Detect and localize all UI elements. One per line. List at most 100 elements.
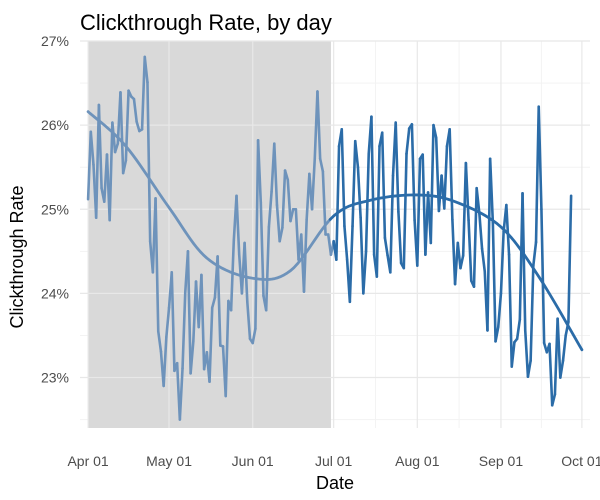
smoothed-trend-line: [86, 110, 332, 281]
daily-series-segment: [405, 127, 411, 156]
daily-series-segment: [397, 210, 403, 265]
y-tick-label: 25%: [41, 201, 69, 217]
daily-series-segment: [216, 255, 222, 347]
daily-series-segment: [165, 306, 171, 339]
daily-series-segment: [429, 123, 435, 245]
daily-series-segment: [135, 120, 141, 133]
daily-series-segment: [491, 221, 497, 343]
daily-series-segment: [472, 186, 478, 288]
daily-series-segment: [170, 271, 176, 373]
daily-series-segment: [143, 55, 149, 84]
y-tick-label: 27%: [41, 33, 69, 49]
daily-series-segment: [510, 340, 516, 368]
daily-series-segment: [532, 240, 538, 267]
daily-series-segment: [402, 152, 408, 270]
daily-series-segment: [540, 207, 546, 345]
x-tick-label: Oct 01: [561, 453, 600, 469]
daily-series-segment: [507, 253, 514, 368]
daily-series-segment: [389, 174, 395, 274]
daily-series-segment: [210, 296, 217, 309]
daily-series-segment: [243, 241, 249, 304]
major-gridlines: [80, 40, 590, 428]
daily-series-segment: [156, 329, 163, 353]
daily-series-segment: [478, 212, 484, 251]
daily-series-segment: [383, 236, 389, 257]
daily-series-segment: [154, 197, 160, 333]
daily-series-segment: [318, 157, 325, 173]
daily-series-segment: [434, 136, 441, 213]
daily-series-segment: [488, 157, 495, 225]
daily-series-segment: [464, 161, 470, 222]
daily-series-segment: [559, 359, 565, 379]
daily-series-segment: [494, 325, 500, 343]
x-axis-title: Date: [316, 473, 354, 493]
daily-series-segment: [459, 254, 465, 270]
y-axis-ticks: 23% 24% 25% 26% 27%: [41, 33, 69, 386]
daily-series-segment: [283, 169, 290, 182]
daily-series-segment: [200, 273, 206, 371]
x-tick-label: May 01: [146, 453, 192, 469]
daily-series-segment: [264, 225, 271, 312]
daily-series-segment: [146, 80, 152, 243]
y-axis-title: Clickthrough Rate: [7, 185, 27, 328]
daily-series-segment: [294, 207, 300, 262]
daily-series-segment: [556, 317, 562, 379]
daily-series-segment: [316, 90, 322, 161]
daily-series-segment: [267, 190, 273, 229]
daily-series-segment: [370, 115, 376, 256]
daily-series-segment: [86, 130, 93, 201]
daily-series-segment: [561, 334, 568, 363]
daily-series-segment: [529, 264, 535, 363]
daily-series-segment: [362, 250, 368, 295]
y-tick-label: 23%: [41, 370, 69, 386]
daily-series-segment: [567, 194, 573, 324]
y-tick-label: 26%: [41, 117, 69, 133]
daily-series-segment: [415, 157, 422, 267]
daily-series-segment: [111, 121, 117, 154]
daily-series-segment: [343, 224, 349, 262]
daily-series-segment: [475, 186, 481, 215]
daily-series-segment: [251, 327, 257, 345]
daily-series-segment: [496, 292, 503, 329]
daily-series-segment: [140, 55, 147, 131]
daily-series-segment: [178, 366, 184, 421]
daily-series-segment: [364, 152, 371, 253]
daily-series: [86, 55, 573, 421]
daily-series-segment: [246, 300, 252, 341]
chart-title: Clickthrough Rate, by day: [80, 10, 332, 35]
x-tick-label: Sep 01: [479, 453, 524, 469]
daily-series-segment: [375, 144, 381, 278]
daily-series-segment: [97, 103, 103, 190]
daily-series-segment: [505, 203, 511, 256]
daily-series-segment: [480, 247, 487, 273]
daily-series-segment: [380, 131, 387, 240]
x-tick-label: Jun 01: [232, 453, 274, 469]
daily-series-segment: [310, 157, 317, 211]
daily-series-segment: [189, 340, 195, 375]
daily-series-segment: [499, 229, 505, 295]
daily-series-segment: [356, 165, 362, 219]
daily-series-segment: [121, 159, 128, 175]
daily-series-segment: [467, 218, 473, 283]
daily-series-segment: [89, 130, 95, 166]
smoothed-trend: [86, 110, 584, 352]
daily-series-segment: [486, 157, 492, 332]
daily-series-segment: [162, 335, 168, 388]
daily-series-segment: [348, 224, 354, 304]
x-tick-label: Apr 01: [67, 453, 108, 469]
daily-series-segment: [208, 306, 214, 384]
daily-series-segment: [275, 203, 281, 243]
daily-series-segment: [224, 299, 230, 398]
daily-series-segment: [448, 128, 454, 221]
daily-series-segment: [272, 142, 279, 207]
x-tick-label: Jul 01: [315, 453, 353, 469]
daily-series-segment: [113, 142, 120, 154]
daily-series-segment: [410, 122, 416, 222]
daily-series-segment: [281, 169, 287, 230]
daily-series-segment: [181, 291, 187, 370]
daily-series-segment: [353, 139, 360, 169]
daily-series-segment: [186, 250, 192, 375]
daily-series-segment: [515, 318, 522, 341]
daily-series-segment: [537, 105, 543, 211]
